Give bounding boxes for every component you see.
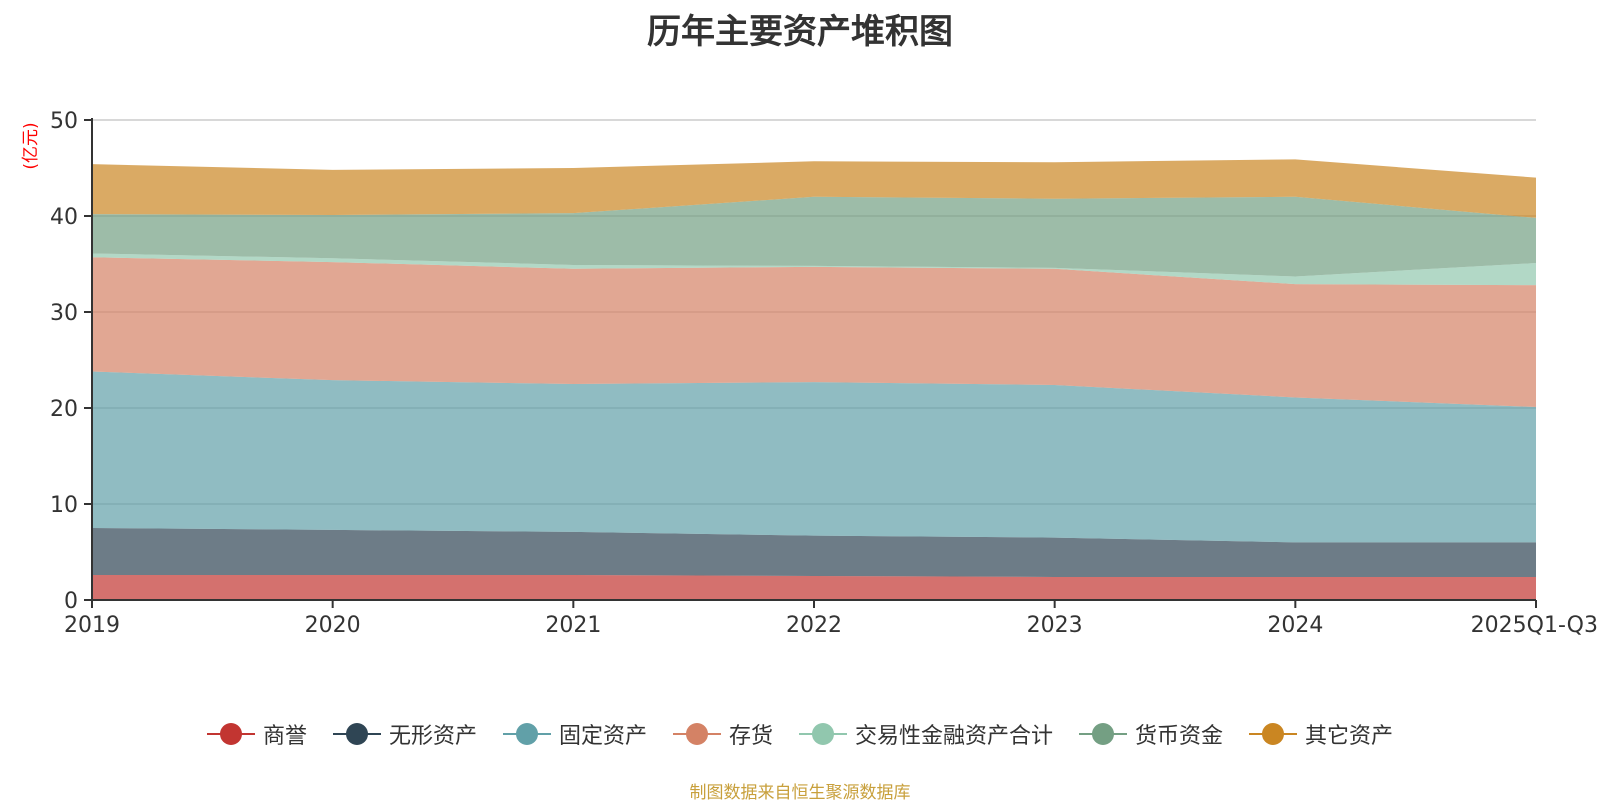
legend-swatch-icon — [332, 721, 381, 747]
legend-item[interactable]: 固定资产 — [502, 718, 647, 750]
legend-label: 存货 — [728, 724, 773, 749]
legend-swatch-icon — [502, 721, 551, 747]
area-series[interactable] — [92, 159, 1536, 218]
x-tick-label: 2022 — [786, 613, 842, 638]
legend-item[interactable]: 其它资产 — [1249, 718, 1393, 750]
x-tick-label: 2021 — [545, 613, 601, 638]
legend-label: 其它资产 — [1305, 724, 1394, 749]
y-axis-label: (亿元) — [21, 122, 41, 169]
legend-label: 货币资金 — [1135, 724, 1224, 749]
legend-swatch-icon — [1249, 721, 1298, 747]
area-series[interactable] — [92, 575, 1536, 600]
legend-item[interactable]: 货币资金 — [1079, 718, 1223, 750]
axes: 0 10 20 30 40 50 2019 2020 2021 2022 2023 2024 2025Q… — [50, 109, 1598, 638]
y-tick-label: 0 — [64, 589, 78, 614]
area-series[interactable] — [92, 257, 1536, 408]
y-tick-label: 40 — [50, 205, 78, 230]
chart-legend: 商誉 无形资产 固定资产 存货 交易性金融资产合计 货币资金 其它资产 — [0, 718, 1600, 750]
area-series[interactable] — [92, 196, 1536, 277]
stacked-areas — [92, 159, 1536, 600]
y-tick-label: 20 — [50, 397, 78, 422]
legend-swatch-icon — [206, 721, 255, 747]
legend-label: 固定资产 — [558, 724, 647, 749]
x-tick-label: 2025Q1-Q3 — [1471, 613, 1598, 638]
legend-label: 商誉 — [262, 724, 307, 749]
legend-swatch-icon — [1079, 721, 1128, 747]
y-tick-label: 10 — [50, 493, 78, 518]
area-series[interactable] — [92, 371, 1536, 543]
chart-title: 历年主要资产堆积图 — [647, 12, 953, 52]
legend-label: 交易性金融资产合计 — [855, 724, 1054, 749]
y-tick-label: 30 — [50, 301, 78, 326]
legend-swatch-icon — [672, 721, 721, 747]
x-tick-label: 2020 — [305, 613, 361, 638]
data-source-note: 制图数据来自恒生聚源数据库 — [689, 783, 911, 803]
legend-label: 无形资产 — [388, 724, 477, 749]
area-series[interactable] — [92, 528, 1536, 577]
x-tick-label: 2024 — [1267, 613, 1323, 638]
x-tick-label: 2019 — [64, 613, 120, 638]
legend-item[interactable]: 商誉 — [206, 718, 307, 750]
y-tick-label: 50 — [50, 109, 78, 134]
x-tick-label: 2023 — [1027, 613, 1083, 638]
legend-item[interactable]: 存货 — [672, 718, 773, 750]
legend-swatch-icon — [799, 721, 847, 747]
area-series[interactable] — [92, 253, 1536, 286]
legend-item[interactable]: 交易性金融资产合计 — [799, 718, 1053, 750]
legend-item[interactable]: 无形资产 — [332, 718, 477, 750]
